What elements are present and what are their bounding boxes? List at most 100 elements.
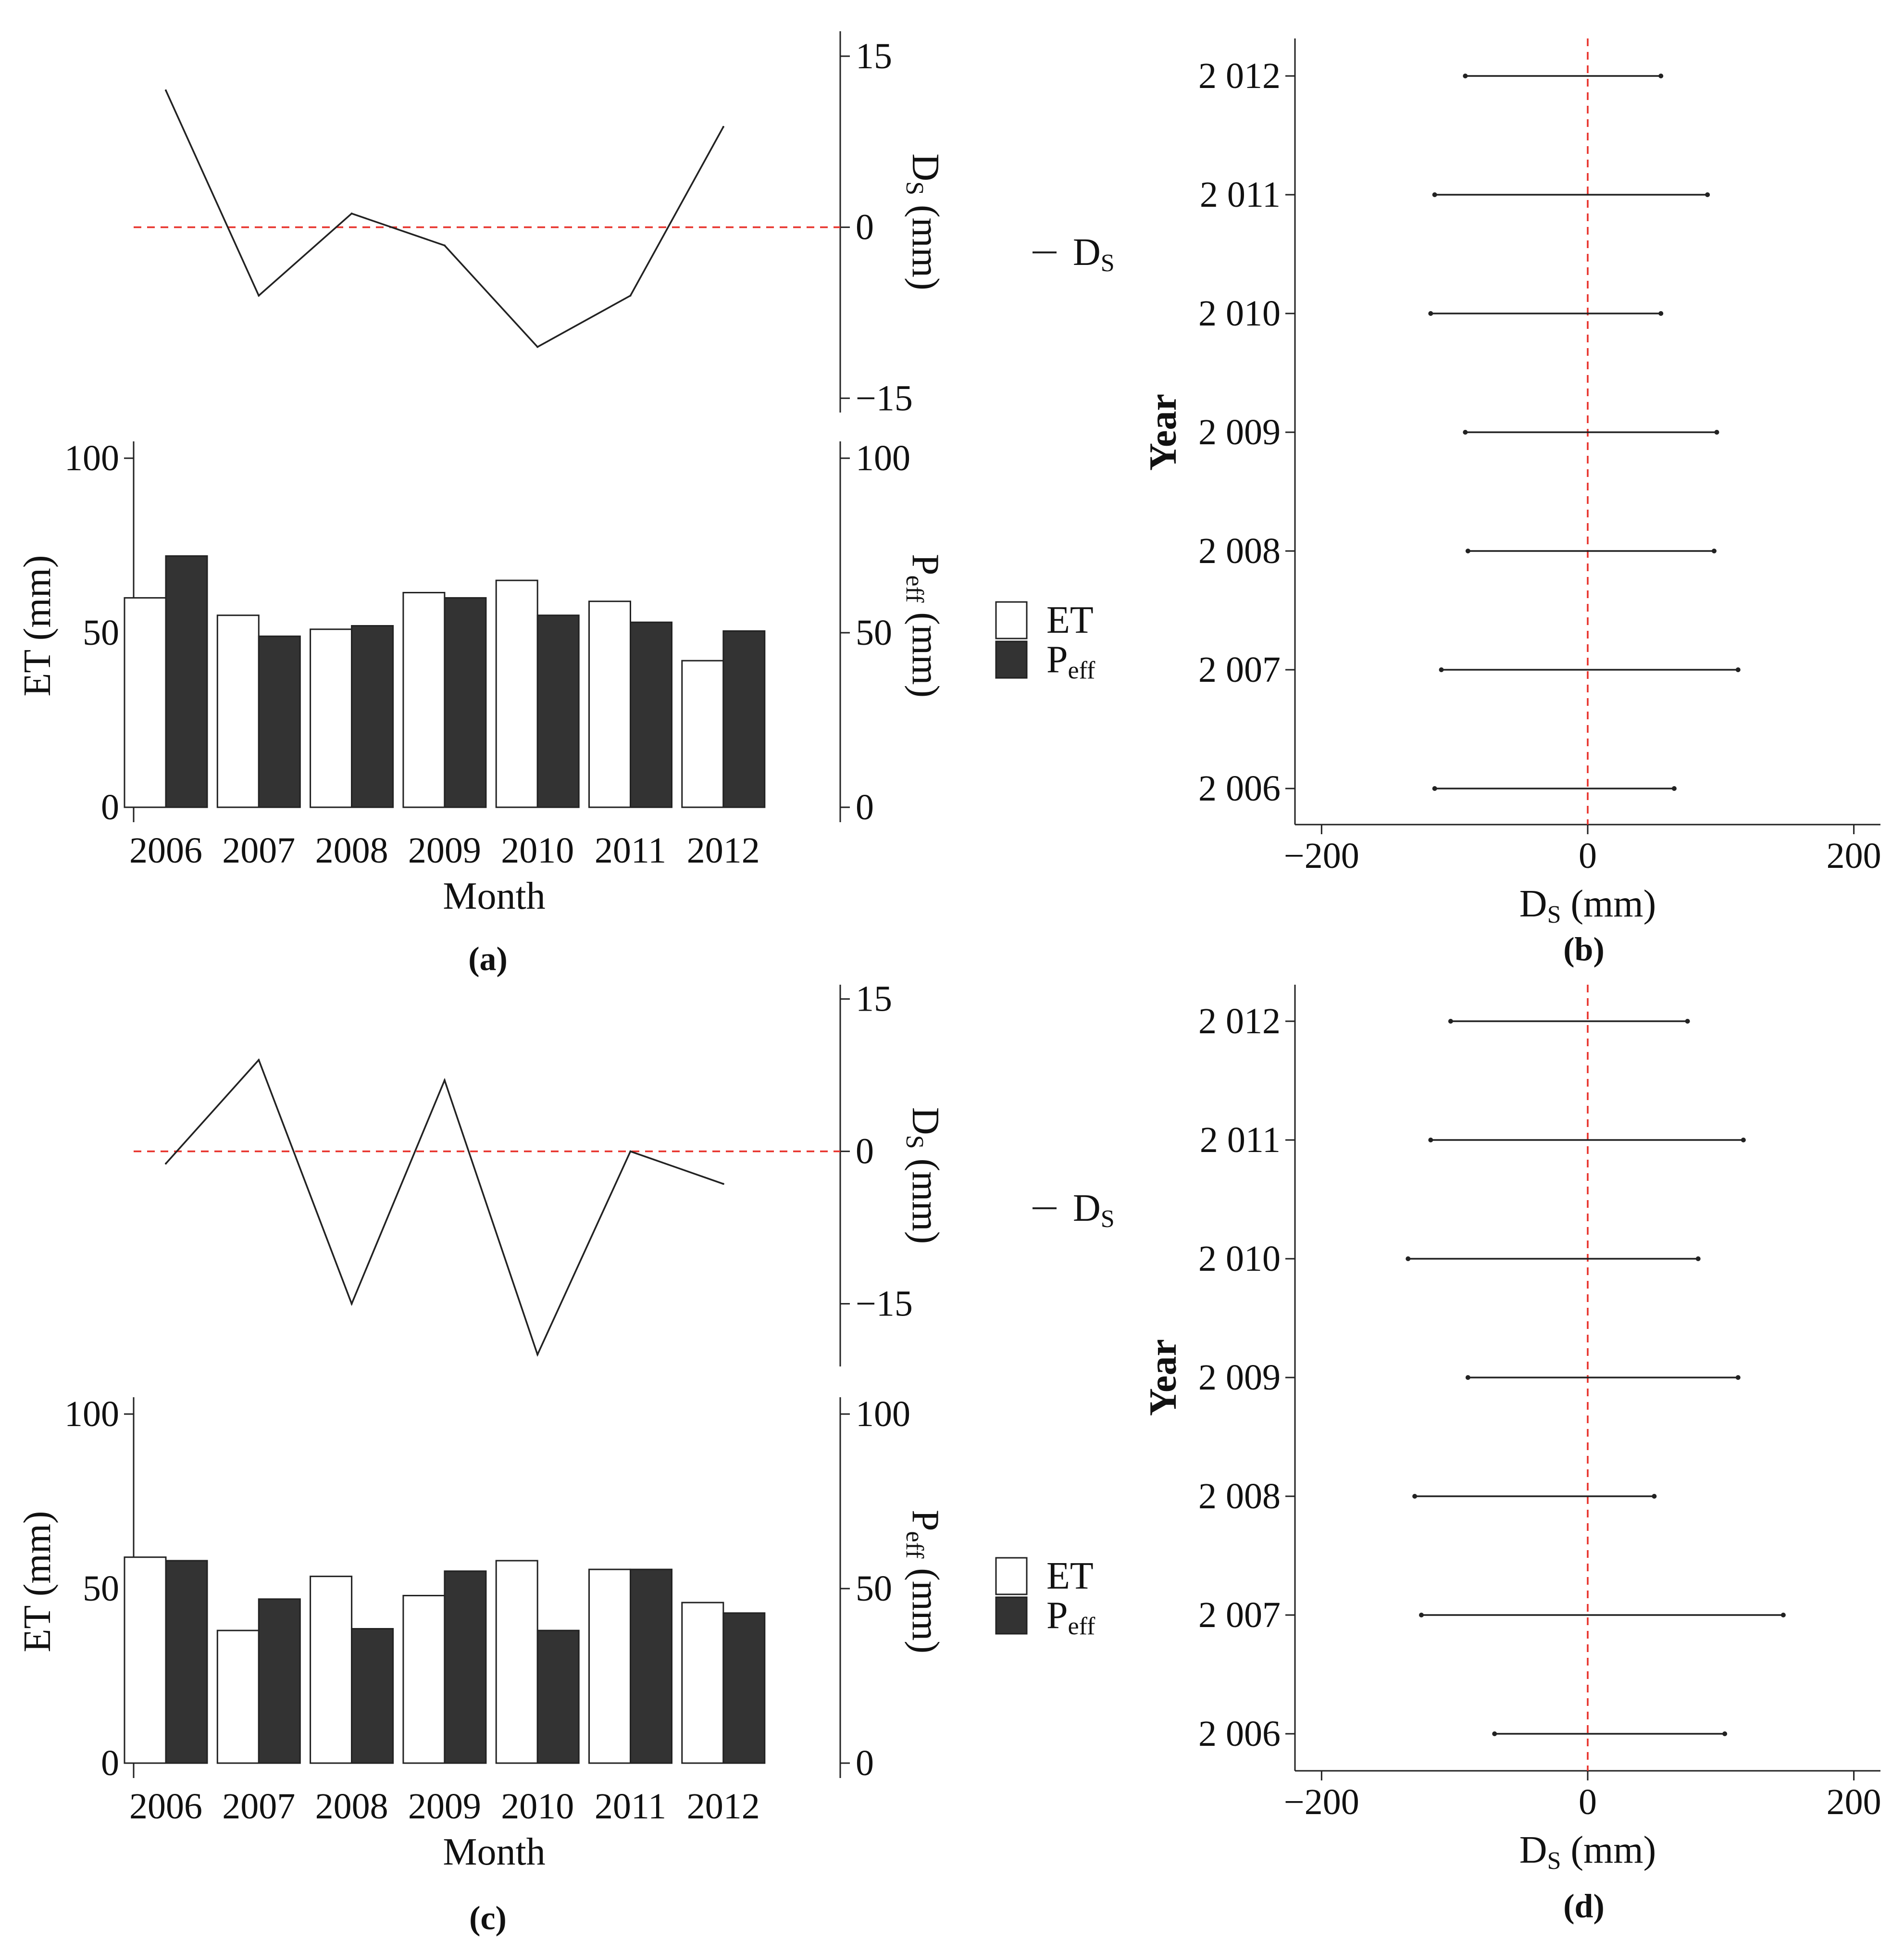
ds-x-axis-title-tail: (mm)	[1561, 1829, 1656, 1871]
legend-et-label: ET	[1046, 1555, 1094, 1597]
year-tick-label: 2 009	[1198, 412, 1281, 452]
y-tick-label: 0	[856, 207, 874, 248]
peff-bar	[444, 1570, 487, 1764]
et-bar	[588, 1568, 631, 1764]
year-tick-label: 2 006	[1198, 1714, 1281, 1754]
range-upper-end	[1652, 1494, 1657, 1499]
left-y-tick-label: 100	[64, 1394, 119, 1434]
peff-bar	[444, 597, 487, 808]
peff-bar	[351, 625, 394, 808]
ds-point	[165, 1163, 167, 1165]
range-upper-end	[1658, 74, 1664, 78]
x-tick-label: 2008	[315, 830, 388, 871]
range-lower-end	[1432, 192, 1437, 197]
ds-point	[536, 1353, 539, 1356]
x-tick-label: 2006	[129, 830, 202, 871]
peff-axis-title: Peff (mm)	[901, 554, 947, 698]
ds-point	[629, 294, 632, 297]
x-tick-label: 2009	[408, 830, 481, 871]
ds-point	[722, 125, 724, 128]
y-tick-label: −15	[856, 1284, 913, 1324]
ds-series-line	[165, 90, 724, 348]
year-tick-label: 2 011	[1200, 1120, 1281, 1160]
legend-ds-label-sub: S	[1101, 1205, 1115, 1233]
peff-axis-title-sub: eff	[901, 1531, 929, 1558]
et-bar	[402, 592, 446, 808]
range-upper-end	[1671, 786, 1677, 791]
x-axis-title: Month	[443, 875, 545, 917]
et-bar	[310, 1576, 353, 1764]
ds-point	[350, 1303, 353, 1305]
peff-bar	[722, 630, 766, 808]
ds-axis-title-tail: (mm)	[904, 195, 946, 290]
et-bar	[495, 579, 538, 808]
ds-point	[165, 89, 167, 91]
peff-axis-title-tail: (mm)	[904, 602, 946, 698]
y-tick-label: −15	[856, 378, 913, 418]
ds-axis-title-tail: (mm)	[904, 1149, 946, 1244]
range-lower-end	[1463, 74, 1468, 78]
y-tick-label: 0	[856, 1131, 874, 1172]
ds-axis-title-sub: S	[901, 1135, 929, 1149]
x-tick-label: 2007	[222, 1786, 295, 1827]
x-tick-label: 2011	[595, 830, 666, 871]
panel-label: (a)	[468, 941, 508, 978]
right-y-tick-label: 100	[856, 1394, 910, 1434]
range-lower-end	[1432, 786, 1437, 791]
peff-axis-title-sub: eff	[901, 575, 929, 602]
year-tick-label: 2 011	[1200, 175, 1281, 215]
x-tick-label: 200	[1827, 1782, 1881, 1822]
right-y-tick-label: 0	[856, 787, 874, 827]
peff-bar	[722, 1612, 766, 1764]
year-tick-label: 2 012	[1198, 1001, 1281, 1041]
legend-peff-swatch	[995, 640, 1028, 679]
peff-bar	[165, 555, 208, 808]
year-tick-label: 2 009	[1198, 1357, 1281, 1398]
range-upper-end	[1685, 1019, 1690, 1024]
legend-et-label: ET	[1046, 599, 1094, 641]
range-upper-end	[1735, 667, 1741, 672]
et-axis-title: ET (mm)	[16, 555, 59, 696]
range-upper-end	[1658, 311, 1664, 316]
peff-bar	[630, 621, 672, 808]
legend-ds-label: DS	[1073, 1187, 1115, 1233]
et-bar	[681, 1602, 724, 1764]
x-tick-label: 2011	[595, 1786, 666, 1827]
legend-ds-label-sub: S	[1101, 250, 1115, 277]
right-y-tick-label: 100	[856, 438, 910, 478]
peff-bar	[536, 1629, 580, 1764]
range-lower-end	[1412, 1494, 1418, 1499]
peff-bar	[165, 1560, 208, 1764]
ds-point	[629, 1150, 632, 1152]
ds-x-axis-title-sub: S	[1547, 1847, 1561, 1875]
ds-point	[536, 346, 539, 348]
legend-et-label-main: ET	[1046, 599, 1094, 641]
x-tick-label: −200	[1284, 836, 1359, 876]
ds-x-axis-title-tail: (mm)	[1561, 883, 1656, 925]
year-tick-label: 2 008	[1198, 1476, 1281, 1516]
left-y-tick-label: 0	[101, 1743, 119, 1783]
ds-point	[258, 294, 260, 297]
year-tick-label: 2 008	[1198, 531, 1281, 571]
peff-bar	[258, 635, 301, 808]
ds-point	[443, 244, 446, 247]
legend-et-swatch	[995, 1557, 1028, 1595]
legend-peff-label-sub: eff	[1068, 657, 1095, 684]
ds-axis-title: DS (mm)	[901, 1107, 947, 1244]
x-tick-label: 2012	[687, 830, 760, 871]
year-tick-label: 2 012	[1198, 56, 1281, 96]
x-tick-label: 200	[1827, 836, 1881, 876]
left-y-tick-label: 0	[101, 787, 119, 827]
x-tick-label: 0	[1579, 836, 1597, 876]
et-axis-title: ET (mm)	[16, 1511, 59, 1652]
ds-x-axis-title: DS (mm)	[1519, 883, 1656, 928]
ds-axis-title-sub: S	[901, 181, 929, 195]
et-bar	[216, 614, 260, 808]
x-tick-label: 2008	[315, 1786, 388, 1827]
legend-peff-label: Peff	[1046, 639, 1095, 684]
et-bar	[402, 1595, 446, 1764]
legend-peff-label-main: P	[1046, 1594, 1068, 1637]
